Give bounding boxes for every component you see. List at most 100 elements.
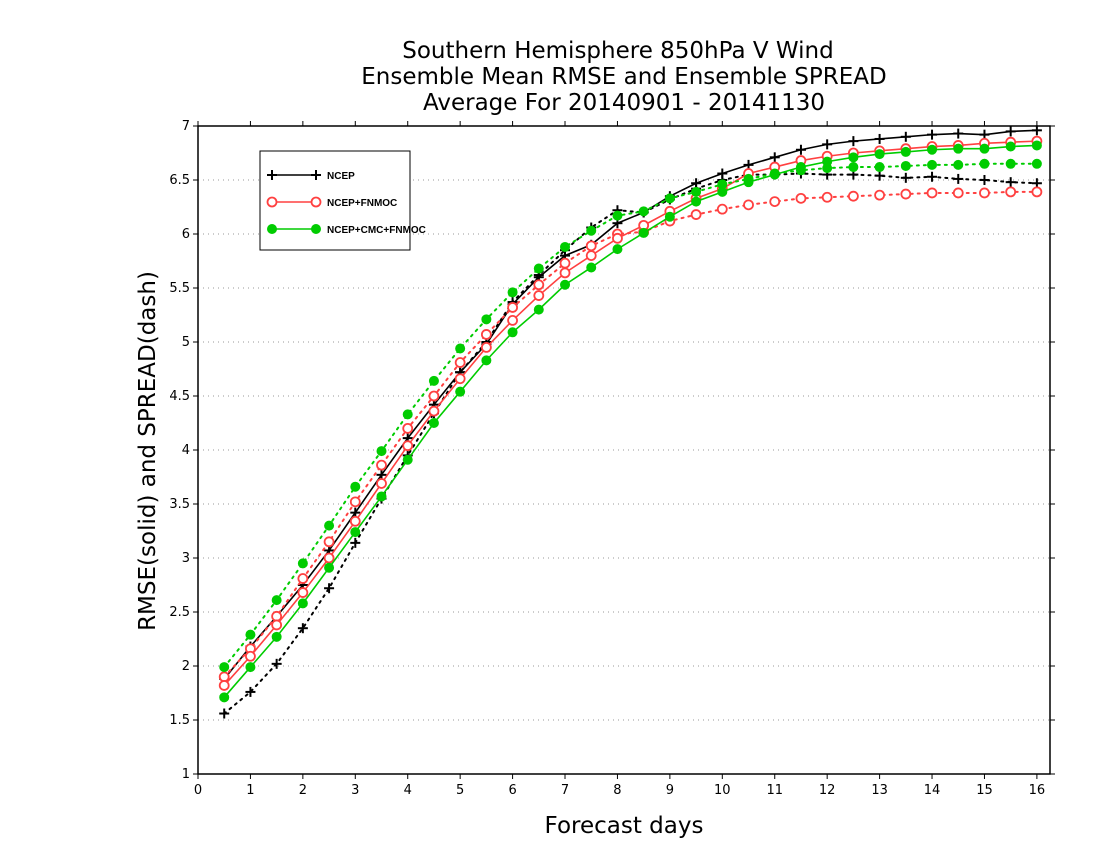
- rmse-point: [219, 692, 230, 703]
- spread-point: [1031, 186, 1043, 198]
- rmse-point: [874, 133, 885, 144]
- rmse-point: [1005, 126, 1016, 137]
- spread-point: [585, 240, 597, 252]
- rmse-point: [376, 478, 387, 489]
- spread-point: [847, 190, 859, 202]
- x-tick-label: 3: [351, 783, 359, 798]
- legend-box: [259, 150, 411, 251]
- rmse-point: [324, 562, 335, 573]
- legend-marker: [267, 170, 277, 180]
- y-tick-label: 1.5: [169, 713, 190, 728]
- rmse-point: [560, 279, 571, 290]
- spread-point: [454, 357, 466, 368]
- y-tick-label: 4: [182, 443, 190, 458]
- spread-point: [560, 241, 571, 252]
- y-tick-label: 3: [182, 551, 190, 566]
- rmse-point: [1031, 140, 1042, 151]
- legend-marker: [310, 196, 322, 208]
- spread-point: [638, 206, 649, 217]
- y-tick-label: 5.5: [169, 281, 190, 296]
- rmse-point: [691, 178, 702, 189]
- rmse-point: [953, 128, 964, 139]
- rmse-point: [586, 262, 597, 273]
- spread-point: [926, 187, 938, 199]
- rmse-point: [428, 418, 439, 428]
- spread-point: [533, 279, 545, 291]
- x-tick-label: 15: [976, 783, 993, 798]
- spread-point: [559, 257, 571, 269]
- rmse-point: [480, 341, 492, 353]
- spread-point: [952, 187, 964, 199]
- x-tick-label: 10: [714, 783, 731, 798]
- spread-point: [297, 573, 309, 584]
- spread-point: [324, 583, 335, 594]
- spread-point: [1005, 177, 1016, 188]
- spread-point: [324, 520, 335, 531]
- x-tick-label: 5: [456, 783, 464, 798]
- spread-point: [219, 662, 230, 673]
- spread-point: [428, 390, 440, 402]
- rmse-point: [297, 587, 309, 598]
- spread-point: [349, 496, 361, 508]
- spread-point: [402, 409, 413, 420]
- x-tick-label: 13: [871, 783, 888, 798]
- spread-point: [507, 302, 518, 313]
- y-tick-label: 4.5: [169, 389, 190, 404]
- rmse-point: [507, 327, 518, 338]
- spread-point: [1005, 186, 1017, 198]
- spread-point: [245, 686, 256, 697]
- spread-point: [271, 610, 283, 622]
- spread-point: [455, 343, 466, 354]
- spread-point: [245, 629, 256, 640]
- spread-point: [219, 708, 230, 719]
- spread-point: [428, 375, 439, 386]
- rmse-point: [271, 619, 283, 631]
- chart-title-line-1: Southern Hemisphere 850hPa V Wind: [402, 38, 833, 64]
- y-tick-label: 6: [182, 227, 190, 242]
- rmse-point: [769, 152, 780, 163]
- spread-point: [350, 481, 361, 492]
- spread-point: [297, 623, 308, 634]
- legend-marker: [266, 196, 278, 208]
- spread-point: [769, 196, 781, 208]
- x-tick-label: 6: [508, 783, 516, 798]
- rmse-point: [455, 386, 466, 397]
- spread-point: [743, 199, 754, 211]
- rmse-point: [402, 454, 413, 465]
- spread-point: [874, 189, 885, 201]
- x-tick-label: 4: [404, 783, 412, 798]
- x-tick-label: 12: [819, 783, 836, 798]
- rmse-point: [691, 196, 702, 207]
- spread-point: [481, 314, 492, 325]
- spread-point: [1005, 158, 1016, 169]
- rmse-point: [218, 680, 230, 691]
- rmse-point: [927, 129, 938, 140]
- rmse-point: [874, 149, 885, 160]
- y-tick-label: 5: [182, 335, 190, 350]
- spread-point: [979, 158, 990, 169]
- rmse-point: [822, 156, 833, 167]
- spread-point: [874, 170, 885, 181]
- spread-point: [480, 329, 492, 340]
- chart-title-line-3: Average For 20140901 - 20141130: [423, 90, 825, 116]
- spread-line-ncep-fnmoc: [223, 190, 1038, 678]
- rmse-point: [769, 169, 780, 180]
- x-tick-label: 1: [246, 783, 254, 798]
- chart-title: Southern Hemisphere 850hPa V Wind Ensemb…: [361, 38, 886, 116]
- spread-point: [218, 671, 230, 683]
- series-layer: [218, 125, 1043, 719]
- rmse-point: [743, 177, 754, 188]
- spread-point: [350, 537, 361, 548]
- spread-point: [953, 159, 964, 170]
- axes: 11.522.533.544.555.566.570 1 2 3 4 5 6 7 8 9 10 11 1…: [169, 119, 1055, 798]
- spread-point: [533, 263, 544, 274]
- rmse-point: [507, 314, 518, 326]
- x-axis-label: Forecast days: [545, 813, 704, 839]
- y-tick-label: 2.5: [169, 605, 190, 620]
- rmse-point: [795, 162, 806, 173]
- spread-point: [848, 162, 859, 173]
- series-ncep-cmc-fnmoc: [219, 140, 1042, 703]
- chart-title-line-2: Ensemble Mean RMSE and Ensemble SPREAD: [361, 64, 886, 90]
- rmse-point: [900, 131, 911, 142]
